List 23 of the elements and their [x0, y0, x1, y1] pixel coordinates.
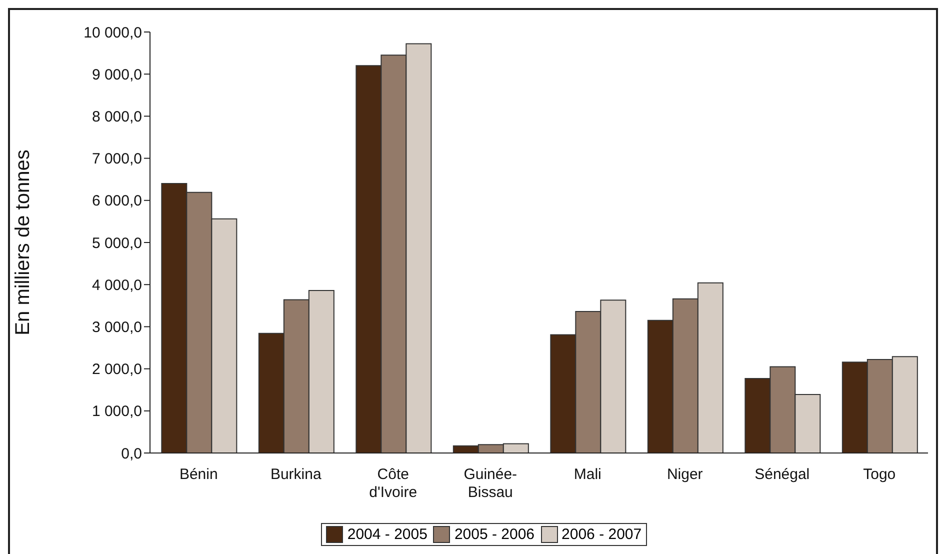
- x-tick-label: Niger: [666, 466, 703, 483]
- y-tick-label: 2 000,0: [92, 361, 142, 378]
- x-tick-label: Togo: [863, 466, 896, 483]
- y-tick-label: 0,0: [121, 445, 142, 462]
- y-tick-label: 1 000,0: [92, 403, 142, 420]
- x-tick-label: Bénin: [179, 466, 218, 483]
- y-tick-label: 5 000,0: [92, 234, 142, 252]
- y-tick-label: 6 000,0: [92, 192, 142, 210]
- y-tick-label: 7 000,0: [92, 150, 142, 168]
- x-tick-label: Guinée- Bissau: [464, 466, 518, 501]
- y-tick-label: 8 000,0: [92, 108, 142, 126]
- legend-label: 2004 - 2005: [346, 526, 428, 543]
- x-tick-label: Burkina: [270, 466, 322, 483]
- x-tick-label: Côte d'Ivoire: [369, 466, 418, 501]
- y-axis-title: En milliers de tonnes: [12, 150, 34, 336]
- x-tick-label: Sénégal: [754, 466, 810, 483]
- y-tick-label: 3 000,0: [92, 319, 142, 336]
- legend-label: 2006 - 2007: [560, 526, 642, 543]
- y-tick-label: 10 000,0: [84, 24, 142, 42]
- y-tick-label: 9 000,0: [92, 66, 142, 84]
- x-tick-label: Mali: [574, 466, 602, 483]
- legend-label: 2005 - 2006: [453, 526, 535, 543]
- y-tick-label: 4 000,0: [92, 276, 142, 294]
